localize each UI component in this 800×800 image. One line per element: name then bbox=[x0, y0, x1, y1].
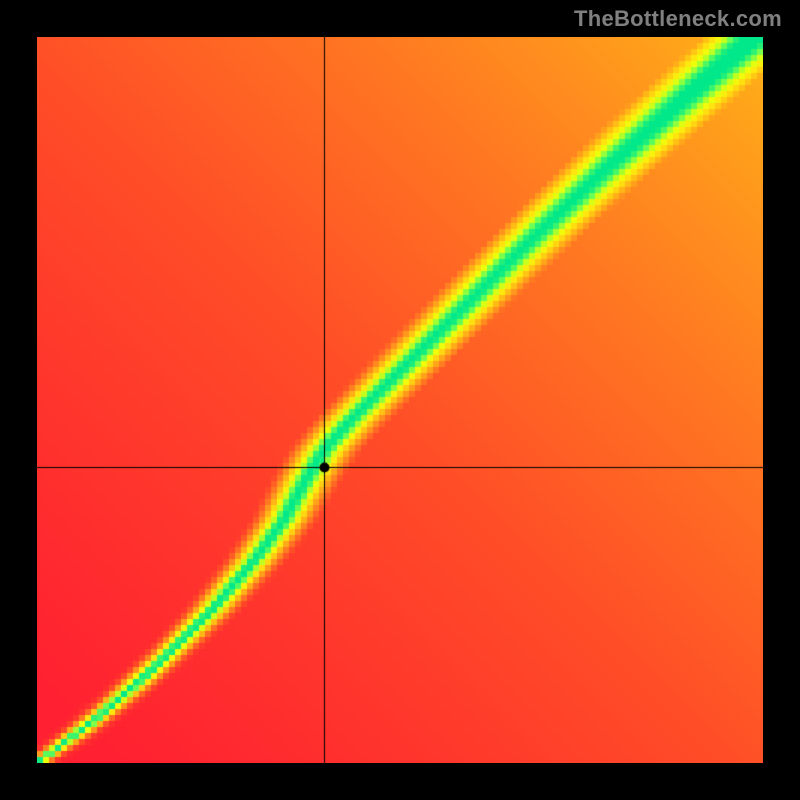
bottleneck-heatmap bbox=[37, 37, 763, 763]
watermark-text: TheBottleneck.com bbox=[574, 6, 782, 32]
